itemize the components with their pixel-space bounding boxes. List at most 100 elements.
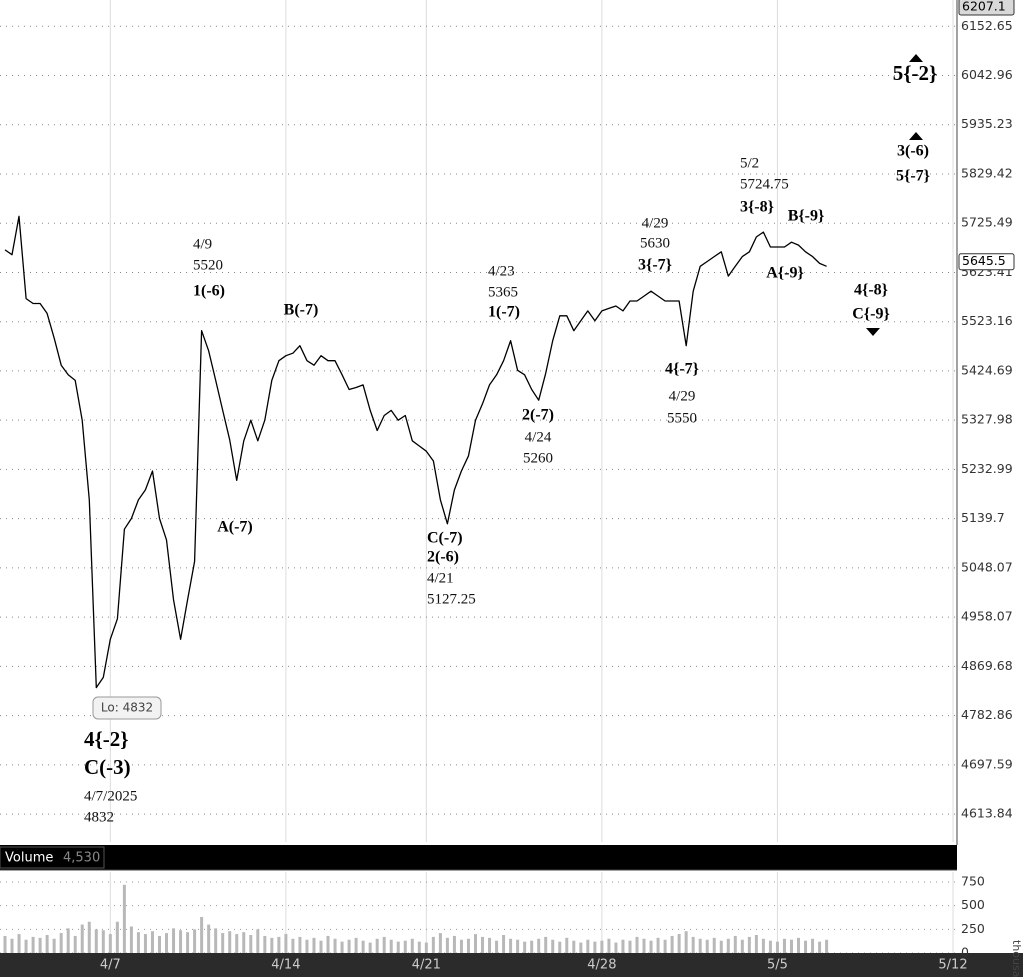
volume-bar bbox=[200, 916, 204, 953]
volume-bar bbox=[488, 937, 492, 953]
x-tick-label: 5/5 bbox=[767, 958, 788, 973]
volume-bar bbox=[768, 940, 772, 953]
wave-annotation: 5127.25 bbox=[427, 591, 476, 607]
volume-bar bbox=[459, 939, 463, 953]
volume-bar bbox=[87, 921, 91, 953]
y-tick-label: 4869.68 bbox=[961, 658, 1013, 673]
volume-bar bbox=[684, 931, 688, 953]
wave-annotation: 4/7/2025 bbox=[84, 788, 137, 804]
volume-bar bbox=[242, 932, 246, 953]
volume-bar bbox=[523, 941, 527, 953]
x-tick-label: 4/28 bbox=[587, 958, 616, 973]
volume-bar bbox=[52, 938, 56, 953]
wave-annotation: 5260 bbox=[523, 450, 553, 466]
volume-bar bbox=[340, 941, 344, 953]
volume-bar bbox=[3, 935, 7, 953]
volume-bar bbox=[670, 935, 674, 953]
volume-bar bbox=[101, 930, 105, 953]
volume-bar bbox=[565, 937, 569, 953]
y-tick-label: 4782.86 bbox=[961, 707, 1013, 722]
volume-bar bbox=[635, 936, 639, 953]
y-tick-label: 5232.99 bbox=[961, 461, 1013, 476]
volume-bar bbox=[754, 934, 758, 953]
price-marker-box bbox=[958, 253, 1015, 271]
volume-title: Volume bbox=[5, 851, 53, 866]
volume-header bbox=[0, 845, 957, 870]
volume-bar bbox=[94, 929, 98, 953]
volume-bar bbox=[558, 941, 562, 953]
volume-bar bbox=[495, 940, 499, 953]
volume-bar bbox=[354, 937, 358, 953]
volume-bar bbox=[179, 930, 183, 953]
volume-bar bbox=[66, 928, 70, 953]
volume-bar bbox=[347, 939, 351, 953]
wave-annotation: 4/29 bbox=[669, 388, 696, 404]
volume-bar bbox=[747, 936, 751, 953]
wave-annotation: 4/24 bbox=[525, 429, 552, 445]
x-axis-band bbox=[0, 953, 1023, 977]
wave-annotation: 3(-6) bbox=[897, 143, 929, 160]
volume-bar bbox=[375, 938, 379, 953]
volume-bar bbox=[797, 937, 801, 953]
x-tick-label: 4/14 bbox=[271, 958, 300, 973]
y-tick-label: 5048.07 bbox=[961, 559, 1013, 574]
y-tick-label: 500 bbox=[961, 897, 985, 912]
volume-bar bbox=[284, 934, 288, 953]
volume-bar bbox=[312, 937, 316, 953]
volume-bar bbox=[600, 940, 604, 953]
volume-bar bbox=[789, 939, 793, 953]
volume-bar bbox=[733, 935, 737, 953]
volume-bar bbox=[193, 929, 197, 953]
volume-bar bbox=[712, 937, 716, 953]
volume-bar bbox=[445, 937, 449, 953]
volume-bar bbox=[466, 938, 470, 953]
grid bbox=[0, 0, 957, 954]
volume-bar bbox=[537, 938, 541, 953]
volume-bar bbox=[452, 935, 456, 953]
volume-bar bbox=[305, 939, 309, 953]
volume-bar bbox=[705, 939, 709, 953]
wave-annotation: 5550 bbox=[667, 410, 697, 426]
volume-bar bbox=[481, 936, 485, 953]
wave-annotation: C(-3) bbox=[84, 755, 131, 779]
volume-bar bbox=[403, 940, 407, 953]
volume-bar bbox=[291, 938, 295, 953]
y-tick-label: 6042.96 bbox=[961, 67, 1013, 82]
low-callout bbox=[92, 696, 162, 720]
volume-bar bbox=[818, 941, 822, 953]
wave-annotation: 4832 bbox=[84, 809, 114, 825]
volume-bar bbox=[782, 938, 786, 953]
volume-bar bbox=[298, 936, 302, 953]
volume-header-box bbox=[0, 846, 105, 869]
volume-bar bbox=[122, 884, 126, 953]
y-tick-label: 5935.23 bbox=[961, 116, 1013, 131]
x-tick-label: 4/7 bbox=[100, 958, 121, 973]
volume-bar bbox=[593, 941, 597, 953]
volume-bar bbox=[17, 934, 21, 953]
wave-annotation: Lo: 4832 bbox=[101, 701, 153, 715]
wave-annotation: 3{-8} bbox=[740, 199, 774, 216]
wave-annotation: 5520 bbox=[193, 257, 223, 273]
y-tick-label: 5725.49 bbox=[961, 215, 1013, 230]
volume-bar bbox=[115, 921, 119, 953]
wave-annotation: 4{-2} bbox=[84, 727, 129, 751]
volume-bar bbox=[677, 934, 681, 953]
volume-bar bbox=[649, 940, 653, 953]
x-tick-label: 5/12 bbox=[938, 958, 967, 973]
volume-bar bbox=[544, 936, 548, 953]
volume-bar bbox=[73, 935, 77, 953]
price-marker-box bbox=[958, 0, 1015, 16]
wave-annotation: C{-9} bbox=[852, 306, 890, 323]
volume-bar bbox=[761, 938, 765, 953]
y-tick-label: 0 bbox=[961, 945, 969, 960]
volume-bar bbox=[361, 940, 365, 953]
volume-bar bbox=[663, 939, 667, 953]
price-marker-label: 6207.1 bbox=[962, 0, 1006, 14]
volume-bar bbox=[719, 940, 723, 953]
volume-bar bbox=[691, 936, 695, 953]
y-tick-label: 5829.42 bbox=[961, 165, 1013, 180]
volume-bar bbox=[59, 933, 63, 953]
volume-bar bbox=[417, 941, 421, 953]
wave-annotation: 5724.75 bbox=[740, 176, 789, 192]
